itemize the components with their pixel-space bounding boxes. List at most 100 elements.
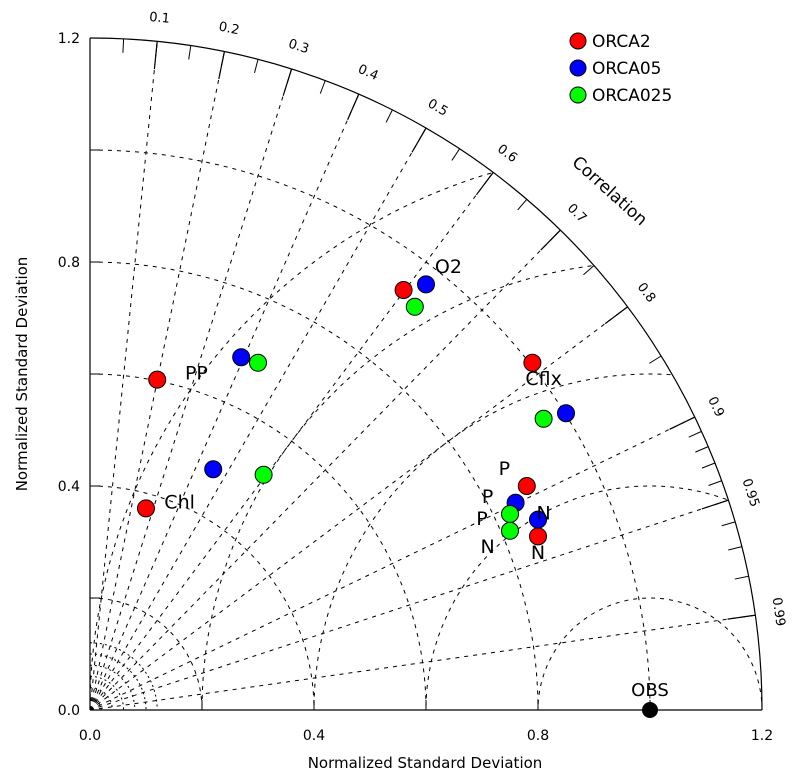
correlation-major-tick bbox=[282, 68, 293, 96]
grid-layer bbox=[89, 41, 763, 711]
std-arc bbox=[89, 373, 427, 711]
correlation-minor-tick bbox=[701, 462, 716, 469]
correlation-minor-tick bbox=[728, 546, 742, 551]
correlation-major-tick bbox=[540, 229, 561, 251]
correlation-major-tick bbox=[411, 127, 427, 153]
correlation-minor-tick bbox=[188, 45, 192, 60]
model-point bbox=[517, 477, 536, 495]
correlation-line bbox=[89, 172, 494, 711]
model-point bbox=[557, 404, 575, 423]
correlation-line bbox=[89, 306, 628, 711]
correlation-minor-tick bbox=[254, 59, 259, 74]
y-tick-label: 0.8 bbox=[58, 255, 80, 271]
legend-swatch-orca025 bbox=[569, 86, 587, 104]
variable-label: P bbox=[482, 486, 493, 508]
correlation-major-tick bbox=[669, 416, 696, 430]
y-tick-label: 0.4 bbox=[58, 479, 80, 495]
legend-label-orca2: ORCA2 bbox=[592, 32, 651, 52]
model-point bbox=[529, 510, 547, 529]
model-point bbox=[204, 460, 223, 479]
correlation-minor-tick bbox=[517, 198, 528, 211]
model-point bbox=[394, 281, 413, 299]
correlation-line bbox=[89, 93, 360, 711]
origin-arc bbox=[89, 698, 102, 711]
origin-arc bbox=[89, 664, 136, 711]
std-arc bbox=[89, 597, 203, 711]
legend-label-orca025: ORCA025 bbox=[592, 86, 672, 106]
rms-contour bbox=[89, 172, 492, 710]
std-arc bbox=[89, 261, 539, 711]
correlation-minor-tick bbox=[385, 109, 393, 123]
model-point bbox=[534, 409, 553, 428]
correlation-tick-label: 0.7 bbox=[564, 201, 589, 226]
legend-swatch-orca05 bbox=[569, 59, 587, 77]
origin-arc bbox=[89, 675, 125, 711]
correlation-line bbox=[89, 68, 293, 711]
correlation-line bbox=[89, 499, 729, 711]
correlation-minor-tick bbox=[708, 480, 722, 486]
correlation-minor-tick bbox=[649, 355, 662, 364]
model-point bbox=[254, 465, 273, 484]
correlation-minor-tick bbox=[319, 80, 326, 94]
correlation-minor-tick bbox=[721, 521, 736, 527]
legend-label-orca05: ORCA05 bbox=[592, 59, 661, 79]
origin-arc bbox=[89, 687, 113, 711]
correlation-major-tick bbox=[218, 51, 225, 80]
correlation-major-tick bbox=[701, 499, 729, 510]
x-tick-label: 0.4 bbox=[303, 728, 325, 744]
model-point bbox=[232, 348, 251, 367]
correlation-tick-label: 0.6 bbox=[494, 142, 520, 166]
origin-arc bbox=[89, 653, 147, 711]
correlation-minor-tick bbox=[734, 575, 749, 580]
obs-point bbox=[642, 702, 658, 718]
model-point bbox=[249, 353, 267, 372]
correlation-tick-label: 0.1 bbox=[148, 10, 170, 27]
variable-label: Chl bbox=[164, 491, 195, 513]
x-tick-label: 1.2 bbox=[751, 728, 773, 744]
correlation-tick-label: 0.5 bbox=[425, 96, 450, 119]
correlation-major-tick bbox=[347, 93, 360, 121]
variable-label: N bbox=[531, 542, 545, 564]
marks-layer bbox=[137, 275, 658, 718]
correlation-line bbox=[89, 229, 561, 711]
y-tick-label: 1.2 bbox=[58, 31, 80, 47]
correlation-tick-label: 0.8 bbox=[634, 280, 658, 306]
variable-label: N bbox=[480, 536, 494, 558]
correlation-tick-label: 0.99 bbox=[769, 597, 788, 628]
correlation-major-tick bbox=[604, 306, 628, 325]
legend-item: ORCA05 bbox=[569, 59, 661, 79]
legend-item: ORCA025 bbox=[569, 86, 672, 106]
variable-label: O2 bbox=[435, 256, 462, 278]
rms-contour bbox=[313, 373, 671, 710]
model-point bbox=[148, 370, 167, 389]
correlation-line bbox=[89, 416, 696, 711]
legend-swatch-orca2 bbox=[569, 32, 587, 50]
variable-label: Cflx bbox=[525, 368, 561, 390]
variable-label: P bbox=[499, 458, 510, 480]
x-tick-label: 0.8 bbox=[527, 728, 549, 744]
y-tick-label: 0.0 bbox=[58, 703, 80, 719]
correlation-major-tick bbox=[153, 41, 158, 70]
obs-label: OBS bbox=[631, 680, 669, 701]
correlation-minor-tick bbox=[695, 446, 709, 453]
variable-label: P bbox=[476, 508, 487, 530]
model-point bbox=[523, 353, 542, 372]
correlation-tick-label: 0.95 bbox=[739, 477, 762, 509]
y-axis-title: Normalized Standard Deviation bbox=[13, 257, 31, 492]
rms-contour bbox=[425, 485, 727, 710]
model-point bbox=[501, 505, 519, 523]
correlation-line bbox=[89, 41, 158, 711]
legend: ORCA2 ORCA05 ORCA025 bbox=[569, 32, 672, 106]
axes-layer: 0.0 0.4 0.8 1.2 0.0 0.4 0.8 1.2 0.1 0.2 0.3 0.4 0.5 0… bbox=[58, 10, 788, 744]
correlation-tick-label: 0.2 bbox=[217, 20, 240, 39]
correlation-major-tick bbox=[475, 172, 494, 196]
variable-label: N bbox=[536, 503, 550, 525]
correlation-line bbox=[89, 614, 756, 711]
correlation-major-tick bbox=[727, 614, 756, 620]
legend-item: ORCA2 bbox=[569, 32, 651, 52]
correlation-tick-label: 0.9 bbox=[704, 394, 727, 419]
x-tick-label: 0.0 bbox=[79, 728, 101, 744]
correlation-minor-tick bbox=[688, 430, 702, 438]
